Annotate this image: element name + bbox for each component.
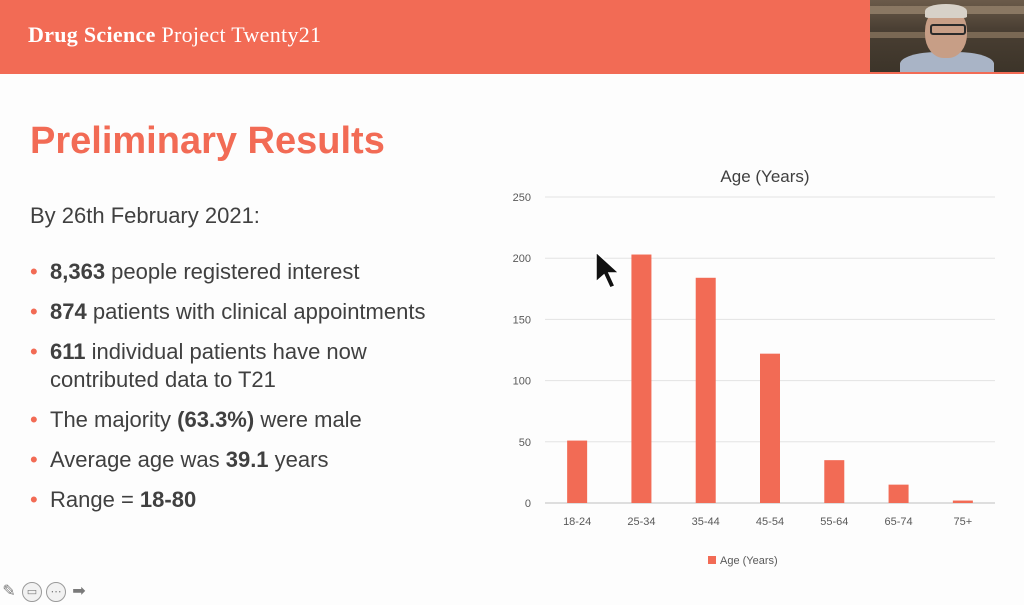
bullet-item: Average age was 39.1 years: [30, 446, 450, 474]
header-title-bold: Drug Science: [28, 22, 156, 47]
age-bar-chart: Age (Years) 0 50 100 150 200 250 18-24 25-34 35-4…: [513, 167, 995, 567]
header-bar: Drug Science Project Twenty21: [0, 0, 1024, 74]
legend-label: Age (Years): [720, 555, 778, 567]
presentation-toolbar: ✎ ▭ ⋯ ➡: [0, 582, 88, 604]
x-tick-label: 45-54: [756, 516, 784, 528]
legend-swatch: [708, 556, 716, 564]
pen-icon[interactable]: ✎: [2, 581, 16, 600]
next-arrow-icon[interactable]: ➡: [72, 581, 86, 600]
chart-bar: [952, 500, 973, 503]
x-tick-label: 55-64: [820, 516, 848, 528]
y-tick-label: 0: [525, 498, 531, 510]
chart-bar: [567, 440, 588, 503]
bullet-item: Range = 18-80: [30, 486, 450, 514]
x-tick-label: 35-44: [692, 516, 720, 528]
x-tick-label: 18-24: [563, 516, 591, 528]
header-title-rest: Project Twenty21: [161, 22, 322, 47]
results-list: 8,363 people registered interest 874 pat…: [30, 258, 450, 526]
chart-bar: [695, 277, 716, 503]
chart-bar: [824, 460, 845, 503]
more-icon[interactable]: ⋯: [46, 582, 66, 602]
chart-bar: [631, 254, 652, 503]
chart-title: Age (Years): [720, 167, 809, 186]
x-tick-label: 25-34: [627, 516, 655, 528]
chart-bar: [888, 484, 909, 503]
y-tick-label: 150: [513, 314, 531, 326]
y-tick-label: 250: [513, 192, 531, 204]
bullet-item: 874 patients with clinical appointments: [30, 298, 450, 326]
bullet-item: The majority (63.3%) were male: [30, 406, 450, 434]
y-tick-label: 50: [519, 437, 531, 449]
header-title: Drug Science Project Twenty21: [28, 22, 321, 48]
x-tick-label: 65-74: [885, 516, 913, 528]
bullet-item: 8,363 people registered interest: [30, 258, 450, 286]
bullet-item: 611 individual patients have now contrib…: [30, 338, 450, 394]
slides-icon[interactable]: ▭: [22, 582, 42, 602]
mouse-cursor-icon: [595, 250, 620, 289]
slide-subtitle: By 26th February 2021:: [30, 203, 260, 228]
y-tick-label: 100: [513, 376, 531, 388]
chart-bar: [760, 353, 780, 503]
slide-title: Preliminary Results: [30, 120, 385, 162]
y-tick-label: 200: [513, 253, 531, 265]
presenter-webcam: [870, 0, 1024, 72]
x-tick-label: 75+: [954, 516, 973, 528]
